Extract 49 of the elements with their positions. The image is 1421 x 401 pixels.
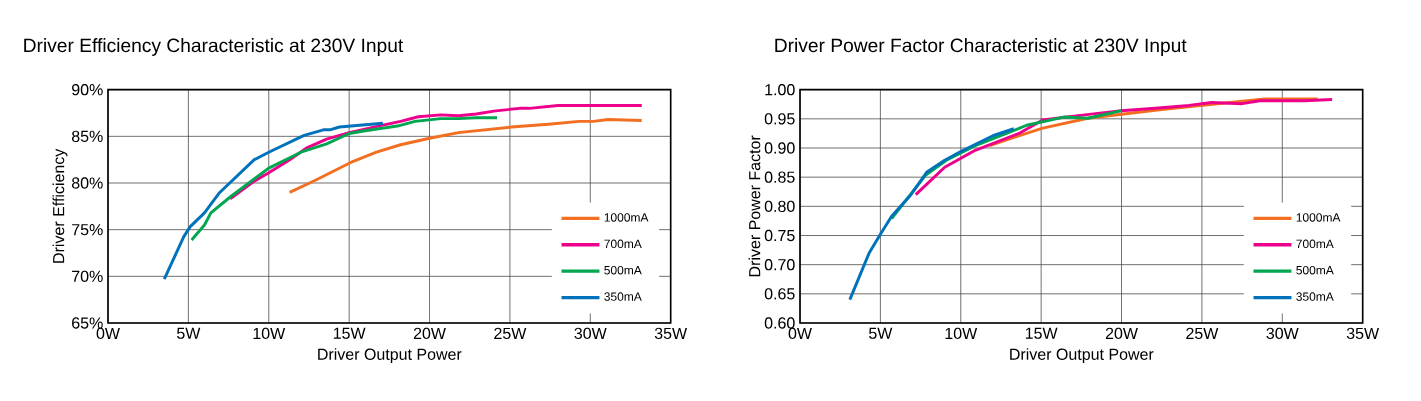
y-axis-title: Driver Power Factor <box>748 135 761 277</box>
x-tick-label: 35W <box>654 327 688 340</box>
x-tick-label: 0W <box>96 327 120 340</box>
y-tick-label: 85% <box>71 130 103 142</box>
line-series <box>190 116 499 242</box>
legend-label: 500mA <box>1296 265 1334 275</box>
y-tick-label: 80% <box>71 177 103 189</box>
legend-label: 500mA <box>604 265 642 275</box>
legend-label: 1000mA <box>604 213 649 222</box>
x-tick-label: 20W <box>1105 327 1138 340</box>
y-tick-label: 70% <box>72 270 103 282</box>
y-tick-label: 75% <box>72 224 103 236</box>
y-axis-title: Driver Efficiency <box>52 148 68 263</box>
x-tick-label: 5W <box>177 327 201 339</box>
x-tick-label: 30W <box>574 327 607 340</box>
x-tick-label: 15W <box>333 327 366 339</box>
x-tick-label: 10W <box>253 327 286 340</box>
y-tick-label: 0.85 <box>764 171 795 183</box>
y-tick-label: 0.95 <box>764 113 795 125</box>
x-tick-label: 25W <box>1186 327 1219 340</box>
y-tick-label: 0.60 <box>764 317 795 329</box>
y-tick-label: 90% <box>72 84 103 96</box>
legend-label: 700mA <box>604 239 642 249</box>
line-series <box>288 118 644 194</box>
x-tick-label: 10W <box>945 327 978 340</box>
x-tick-label: 35W <box>1346 327 1380 340</box>
y-tick-label: 1.00 <box>765 84 795 96</box>
y-tick-label: 0.75 <box>764 229 795 242</box>
chart-title: Driver Efficiency Characteristic at 230V Input <box>24 38 404 56</box>
legend-label: 700mA <box>1296 239 1334 249</box>
x-tick-label: 20W <box>413 327 446 340</box>
x-axis-title: Driver Output Power <box>318 348 462 364</box>
x-tick-label: 30W <box>1266 327 1299 340</box>
x-tick-label: 15W <box>1025 327 1058 339</box>
y-tick-label: 0.80 <box>764 200 795 212</box>
y-tick-label: 0.90 <box>764 142 795 154</box>
y-tick-label: 0.70 <box>764 259 795 271</box>
x-tick-label: 5W <box>869 327 893 339</box>
legend-label: 350mA <box>1296 292 1334 301</box>
x-tick-label: 25W <box>494 327 527 340</box>
x-axis-title: Driver Output Power <box>1010 348 1154 364</box>
legend-label: 350mA <box>604 292 642 301</box>
legend-label: 1000mA <box>1296 213 1341 222</box>
y-tick-label: 65% <box>72 317 103 329</box>
chart-title: Driver Power Factor Characteristic at 230V Input <box>775 38 1187 56</box>
line-series <box>848 127 1016 302</box>
line-series <box>162 121 385 281</box>
x-tick-label: 0W <box>788 327 812 340</box>
y-tick-label: 0.65 <box>764 288 795 300</box>
